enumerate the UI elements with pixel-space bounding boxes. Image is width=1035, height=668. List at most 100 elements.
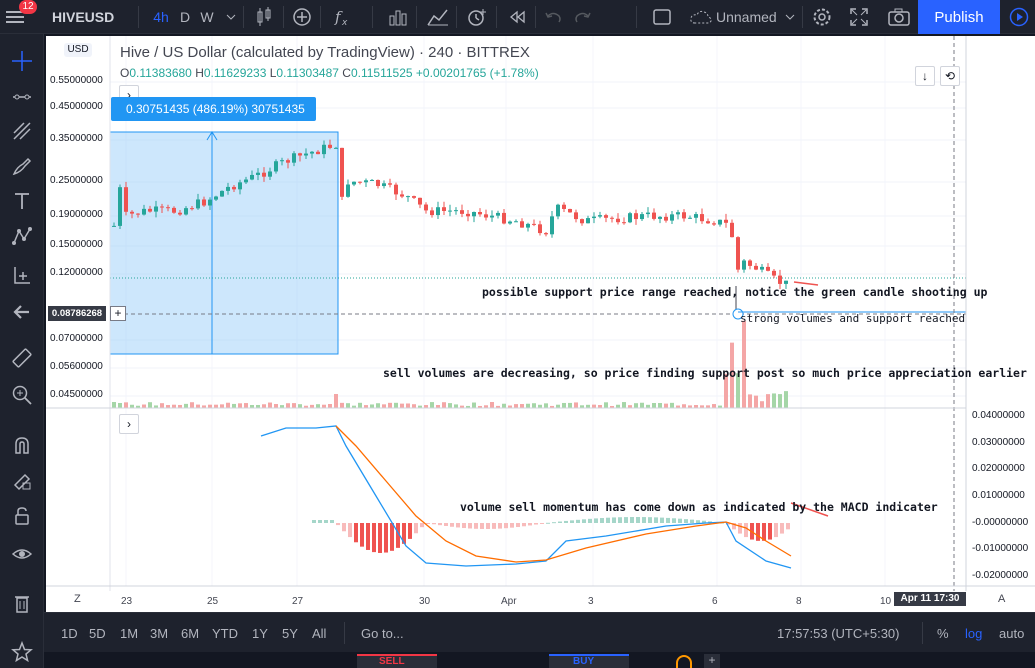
- macd-tick-label: 0.01000000: [972, 490, 1025, 501]
- volume-bar: [352, 405, 356, 408]
- goto-button[interactable]: Go to...: [361, 625, 404, 641]
- macd-histogram-bar: [348, 523, 352, 538]
- annotation-volumes[interactable]: strong volumes and support reached: [740, 312, 966, 325]
- volume-bar: [190, 402, 194, 408]
- interval-4h-button[interactable]: 4h: [153, 9, 169, 25]
- auto-toggle[interactable]: auto: [999, 625, 1025, 641]
- volume-bar: [310, 404, 314, 408]
- candle-body: [214, 196, 218, 200]
- candle-body: [268, 171, 272, 177]
- brush-icon[interactable]: [0, 151, 44, 181]
- prediction-icon[interactable]: [0, 260, 44, 290]
- financials-bars-icon[interactable]: [384, 0, 412, 34]
- candle-body: [670, 214, 674, 221]
- replay-icon[interactable]: [504, 0, 530, 34]
- candle-body: [424, 204, 428, 211]
- annotation-support[interactable]: possible support price range reached, no…: [482, 285, 988, 299]
- arrow-left-icon[interactable]: [0, 297, 44, 327]
- text-tool-icon[interactable]: [0, 186, 44, 216]
- range-button[interactable]: 6M: [181, 625, 200, 641]
- play-icon[interactable]: [1002, 0, 1035, 34]
- ruler-icon[interactable]: [0, 343, 44, 373]
- download-arrow-icon[interactable]: ↓: [915, 66, 935, 86]
- templates-chart-icon[interactable]: [424, 0, 452, 34]
- range-button[interactable]: 3M: [150, 625, 169, 641]
- compare-plus-icon[interactable]: [288, 0, 316, 34]
- range-button[interactable]: 1Y: [252, 625, 268, 641]
- zoom-in-icon[interactable]: [0, 380, 44, 410]
- chart-canvas[interactable]: [46, 36, 1035, 612]
- add-plus-icon[interactable]: +: [110, 306, 126, 321]
- fullscreen-square-icon[interactable]: [648, 0, 676, 34]
- expand-icon[interactable]: [845, 0, 873, 34]
- candle-body: [184, 208, 188, 215]
- annotation-macd[interactable]: volume sell momentum has come down as in…: [460, 500, 938, 514]
- eye-icon[interactable]: [0, 539, 44, 569]
- lock-drawing-icon[interactable]: [0, 466, 44, 496]
- sell-panel-button[interactable]: SELL: [357, 654, 437, 668]
- volume-bar: [532, 403, 536, 408]
- percent-toggle[interactable]: %: [937, 625, 949, 641]
- range-button[interactable]: 5D: [89, 625, 106, 641]
- candle-style-icon[interactable]: [250, 0, 278, 34]
- undo-icon[interactable]: [540, 0, 566, 34]
- symbol-search-button[interactable]: HIVEUSD: [52, 9, 115, 25]
- order-circle-icon[interactable]: [676, 655, 692, 668]
- range-button[interactable]: 1M: [120, 625, 139, 641]
- cloud-icon[interactable]: [686, 0, 716, 34]
- lock-icon[interactable]: [0, 501, 44, 531]
- log-toggle[interactable]: log: [965, 625, 983, 641]
- alert-clock-icon[interactable]: [462, 0, 492, 34]
- add-order-plus-icon[interactable]: +: [704, 654, 720, 668]
- price-tick-label: 0.05600000: [50, 361, 103, 372]
- publish-button[interactable]: Publish: [918, 0, 1000, 34]
- macd-histogram-bar: [342, 523, 346, 532]
- chevron-down-icon[interactable]: [782, 0, 798, 34]
- candle-body: [388, 183, 392, 185]
- volume-bar: [568, 402, 572, 408]
- volume-bar: [412, 404, 416, 408]
- candle-body: [700, 214, 704, 222]
- buy-panel-button[interactable]: BUY: [549, 654, 629, 668]
- crosshair-icon[interactable]: [0, 46, 44, 76]
- volume-bars: [112, 320, 788, 408]
- candle-body: [280, 160, 284, 162]
- chevron-down-icon[interactable]: [222, 0, 240, 34]
- layout-name-label[interactable]: Unnamed: [716, 9, 777, 25]
- macd-tick-label: -0.02000000: [972, 570, 1029, 581]
- volume-bar: [580, 405, 584, 408]
- menu-icon[interactable]: [0, 0, 30, 34]
- sync-icon[interactable]: ⟲: [940, 66, 960, 86]
- price-tick-label: 0.12000000: [50, 267, 103, 278]
- volume-bar: [466, 405, 470, 408]
- auto-scale-a-button[interactable]: A: [998, 593, 1006, 605]
- collapse-macd-legend-button[interactable]: ›: [119, 414, 139, 434]
- range-button[interactable]: 5Y: [282, 625, 298, 641]
- interval-d-button[interactable]: D: [179, 9, 191, 25]
- candle-body: [604, 215, 608, 218]
- range-button[interactable]: All: [312, 625, 327, 641]
- range-button[interactable]: YTD: [212, 625, 238, 641]
- camera-icon[interactable]: [885, 0, 913, 34]
- volume-bar: [298, 404, 302, 408]
- clock-label[interactable]: 17:57:53 (UTC+5:30): [777, 625, 900, 641]
- pattern-icon[interactable]: [0, 221, 44, 251]
- range-button[interactable]: 1D: [61, 625, 78, 641]
- annotation-sell-volumes[interactable]: sell volumes are decreasing, so price fi…: [383, 366, 1027, 380]
- volume-bar: [424, 405, 428, 408]
- star-icon[interactable]: [0, 637, 44, 667]
- volume-bar: [160, 403, 164, 408]
- magnet-icon[interactable]: [0, 431, 44, 461]
- trash-icon[interactable]: [0, 588, 44, 618]
- interval-w-button[interactable]: W: [200, 9, 214, 25]
- gear-icon[interactable]: [808, 0, 836, 34]
- volume-bar: [214, 404, 218, 408]
- chart-area[interactable]: Hive / US Dollar (calculated by TradingV…: [46, 36, 1035, 612]
- time-tick-label: 10: [880, 596, 892, 607]
- z-scale-button[interactable]: Z: [74, 593, 81, 605]
- volume-bar: [232, 403, 236, 408]
- redo-icon[interactable]: [570, 0, 596, 34]
- pitchfork-icon[interactable]: [0, 116, 44, 146]
- trend-line-icon[interactable]: [0, 81, 44, 111]
